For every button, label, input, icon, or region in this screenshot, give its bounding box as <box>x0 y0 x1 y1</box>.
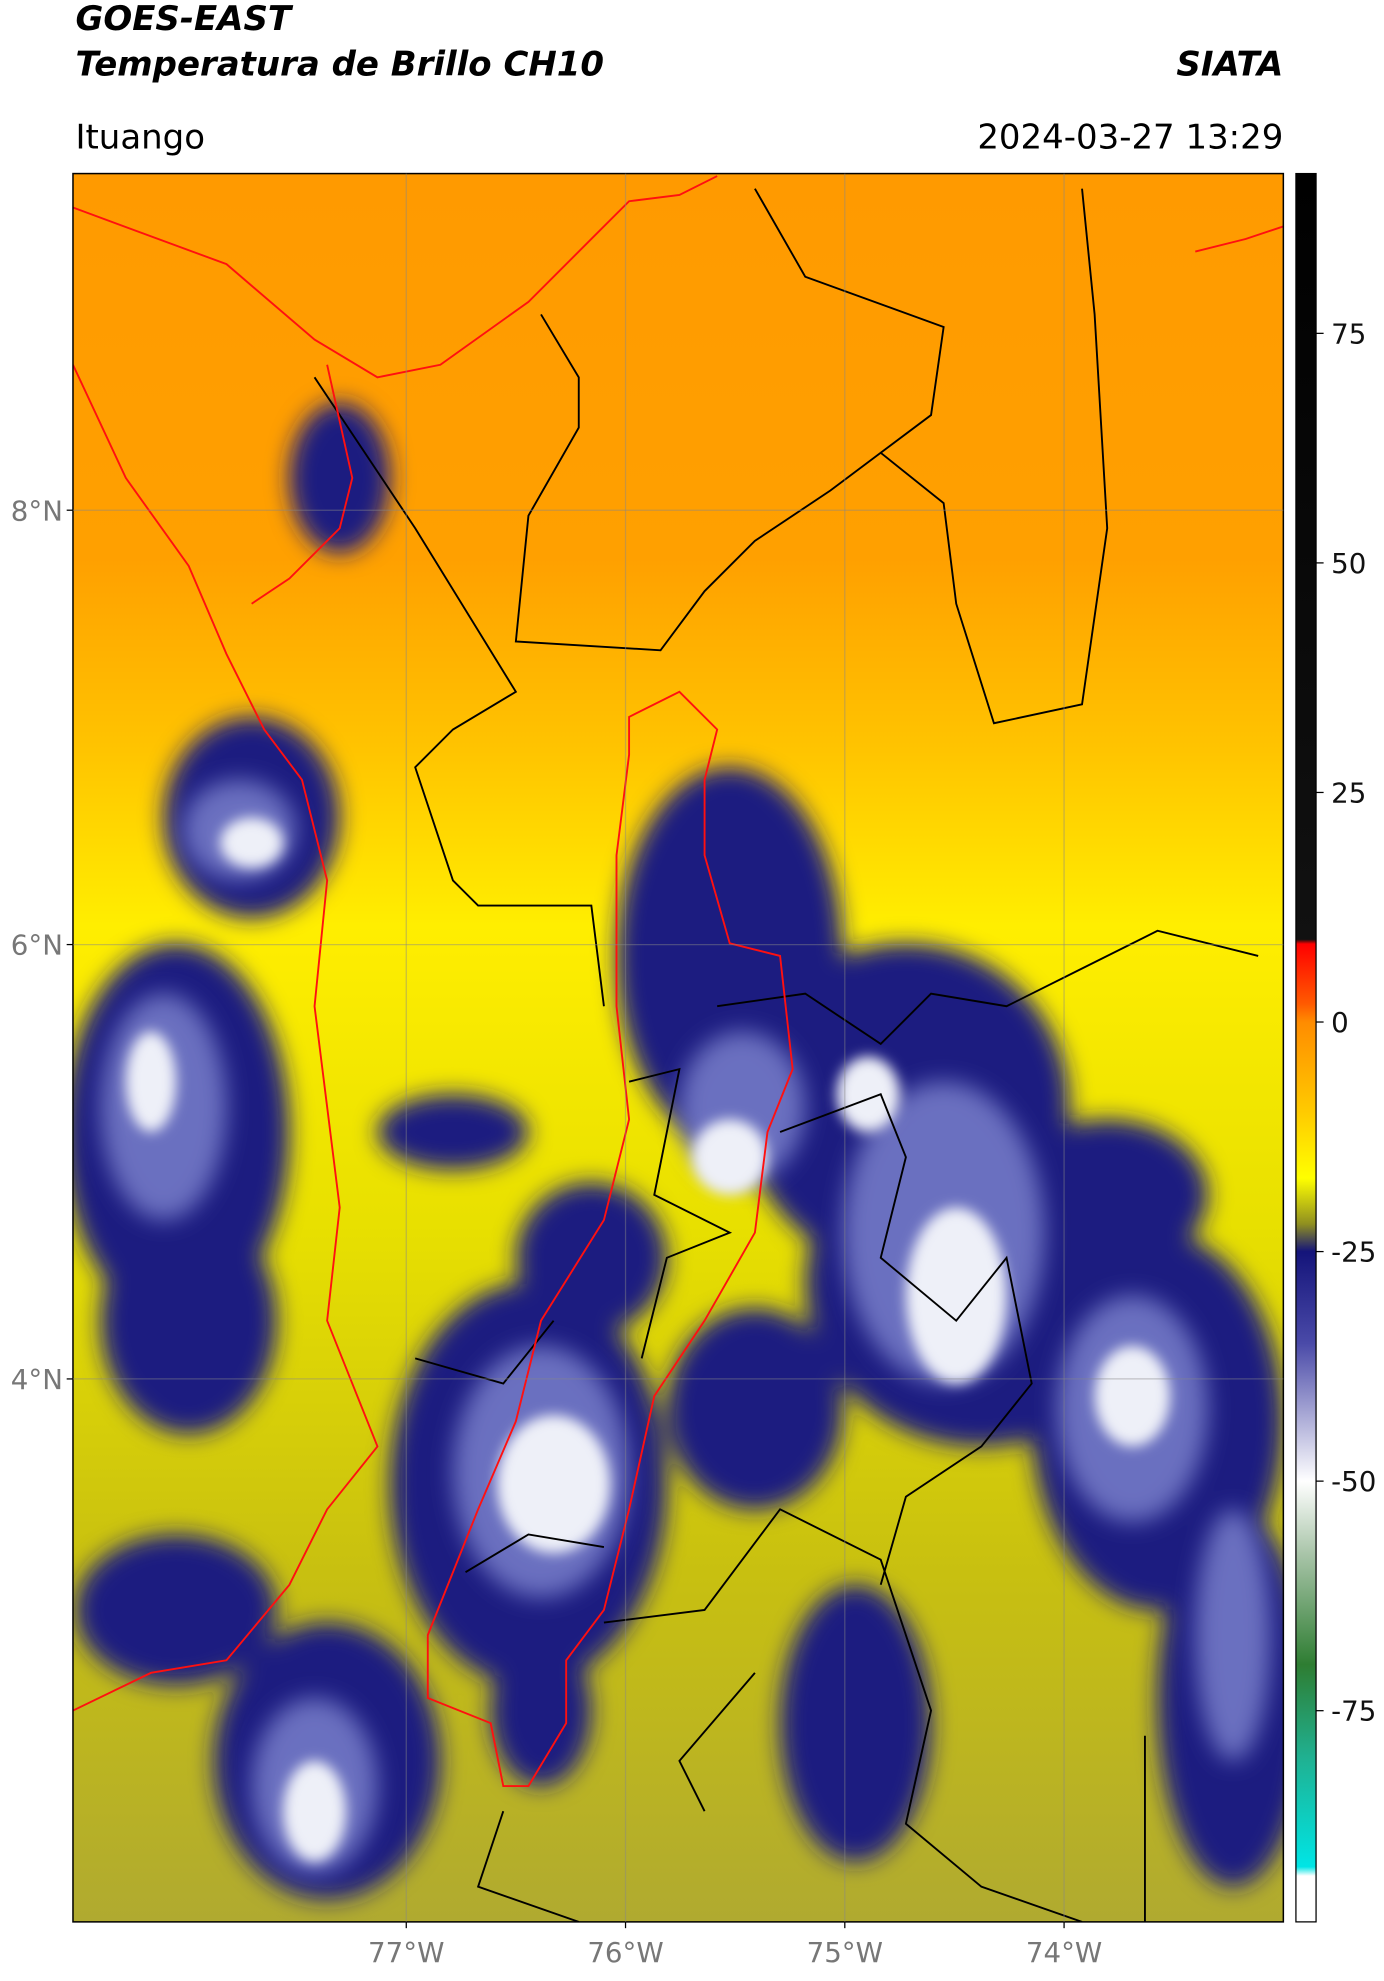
colorbar-tick-label: 75 <box>1331 317 1366 350</box>
subtitle: Temperatura de Brillo CH10 <box>75 44 604 84</box>
location: Ituango <box>75 117 205 157</box>
map-frame <box>72 172 1285 1923</box>
datetime: 2024-03-27 13:29 <box>977 117 1283 157</box>
y-tick-label: 6°N <box>11 929 63 962</box>
x-tick-label: 74°W <box>1026 1936 1102 1969</box>
y-tick-label: 4°N <box>11 1363 63 1396</box>
colorbar-tick-label: -25 <box>1331 1236 1376 1269</box>
x-tick-label: 75°W <box>807 1936 883 1969</box>
source: SIATA <box>1176 44 1283 84</box>
satellite-image <box>72 173 1284 1922</box>
title: GOES-EAST <box>75 0 293 39</box>
colorbar-tick-label: -50 <box>1331 1465 1376 1498</box>
colorbar-tick-label: -75 <box>1331 1695 1376 1728</box>
x-tick-label: 76°W <box>587 1936 663 1969</box>
colorbar-tick-label: 25 <box>1331 777 1366 810</box>
colorbar-tick-label: 0 <box>1331 1006 1349 1039</box>
colorbar <box>1295 172 1317 1923</box>
y-tick-label: 8°N <box>11 494 63 527</box>
colorbar-tick-label: 50 <box>1331 547 1366 580</box>
x-tick-label: 77°W <box>368 1936 444 1969</box>
